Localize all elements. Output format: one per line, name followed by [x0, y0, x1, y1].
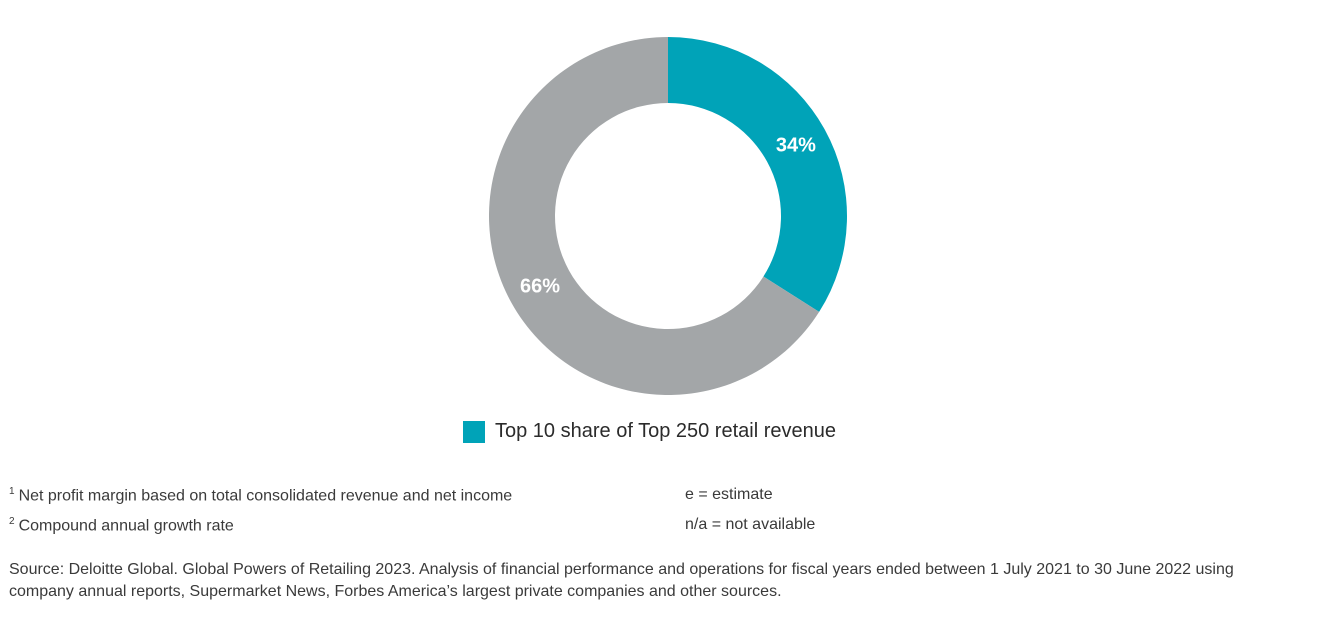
donut-chart: 34% 66% — [488, 37, 847, 396]
donut-slice-1 — [488, 37, 820, 396]
chart-legend: Top 10 share of Top 250 retail revenue — [463, 420, 836, 443]
donut-slice-label-1: 66% — [520, 275, 560, 297]
footnote-2-marker: 2 — [9, 516, 15, 527]
donut-chart-svg: 34% 66% — [488, 37, 847, 396]
source-line-1: Source: Deloitte Global. Global Powers o… — [9, 561, 1234, 578]
footnote-1-marker: 1 — [9, 486, 15, 497]
donut-slice-0 — [668, 37, 847, 312]
legend-swatch-top10 — [463, 420, 485, 443]
donut-slice-label-0: 34% — [776, 135, 816, 157]
footnote-estimate: e = estimate — [685, 486, 773, 503]
footnote-1: 1 Net profit margin based on total consol… — [9, 486, 512, 505]
source-line-2: company annual reports, Supermarket News… — [9, 583, 782, 600]
footnote-1-text: Net profit margin based on total consoli… — [18, 487, 513, 505]
source-text: Source: Deloitte Global. Global Powers o… — [9, 559, 1325, 603]
legend-label-top10: Top 10 share of Top 250 retail revenue — [495, 420, 836, 442]
footnote-not-available: n/a = not available — [685, 516, 816, 533]
footnote-2: 2 Compound annual growth rate — [9, 516, 234, 535]
footnote-2-text: Compound annual growth rate — [18, 517, 234, 535]
